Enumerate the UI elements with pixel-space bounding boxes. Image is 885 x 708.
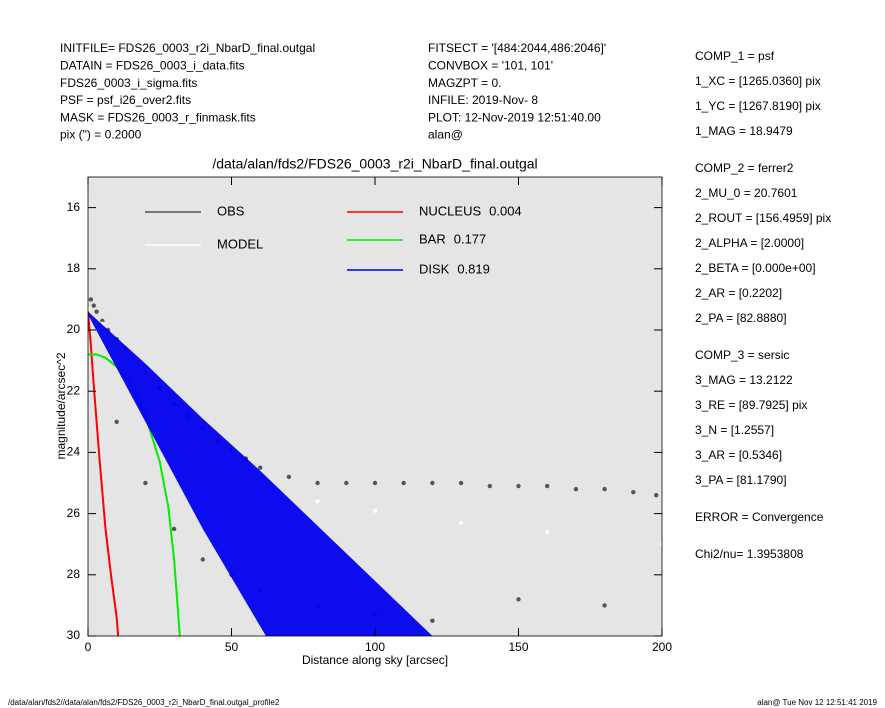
parameter-line: 2_ROUT = [156.4959] pix	[695, 211, 831, 225]
header-line: alan@	[428, 128, 463, 142]
footer-left: /data/alan/fds2//data/alan/fds2/FDS26_00…	[8, 698, 280, 707]
data-point	[143, 480, 148, 486]
data-point	[286, 474, 292, 480]
data-point	[458, 520, 464, 525]
y-tick-label: 18	[67, 261, 81, 275]
parameter-line: 2_PA = [82.8880]	[695, 311, 787, 325]
header-line: MAGZPT = 0.	[428, 76, 501, 90]
parameter-line: 2_ALPHA = [2.0000]	[695, 236, 804, 250]
header-line: CONVBOX = '101, 101'	[428, 58, 553, 72]
data-point	[659, 542, 662, 547]
y-tick-label: 28	[67, 567, 81, 581]
data-point	[114, 419, 119, 424]
y-tick-label: 24	[67, 445, 81, 459]
data-point	[516, 597, 521, 602]
parameter-line: 3_N = [1.2557]	[695, 423, 774, 437]
x-tick-label: 100	[365, 640, 385, 654]
data-point	[487, 483, 492, 489]
legend-label: BAR	[419, 231, 446, 246]
parameter-line: COMP_1 = psf	[695, 49, 775, 63]
data-point	[372, 480, 378, 486]
parameter-line: 1_XC = [1265.0360] pix	[695, 74, 821, 88]
data-point	[88, 297, 94, 302]
data-point	[545, 483, 550, 489]
parameter-line: COMP_3 = sersic	[695, 348, 789, 362]
legend-label: DISK	[419, 261, 450, 276]
parameter-line: 2_MU_0 = 20.7601	[695, 186, 798, 200]
legend-fraction: 0.177	[454, 231, 487, 246]
y-axis-label: magnitude/arcsec^2	[54, 352, 68, 459]
parameter-line: COMP_2 = ferrer2	[695, 161, 794, 175]
header: INITFILE= FDS26_0003_r2i_NbarD_final.out…	[60, 41, 831, 561]
header-line: DATAIN = FDS26_0003_i_data.fits	[60, 58, 245, 72]
parameter-line: 2_AR = [0.2202]	[695, 286, 782, 300]
data-point	[258, 465, 263, 470]
header-line: PSF = psf_i26_over2.fits	[60, 93, 191, 107]
data-point	[372, 508, 378, 513]
y-tick-label: 20	[67, 322, 81, 336]
data-point	[200, 557, 205, 562]
header-line: MASK = FDS26_0003_r_finmask.fits	[60, 110, 256, 124]
data-point	[516, 483, 521, 489]
data-point	[654, 493, 659, 498]
component-band	[88, 311, 433, 636]
data-point	[430, 618, 435, 623]
header-line: INITFILE= FDS26_0003_r2i_NbarD_final.out…	[60, 41, 315, 55]
parameter-line: Chi2/nu= 1.3953808	[695, 547, 804, 561]
footer-right: alan@ Tue Nov 12 12:51:41 2019	[757, 698, 877, 707]
data-point	[545, 529, 550, 535]
chart-title: /data/alan/fds2/FDS26_0003_r2i_NbarD_fin…	[212, 156, 537, 172]
y-tick-label: 16	[67, 200, 81, 214]
header-line: pix (") = 0.2000	[60, 128, 142, 142]
data-point	[344, 480, 349, 486]
y-tick-label: 22	[67, 383, 81, 397]
parameter-line: ERROR = Convergence	[695, 510, 824, 524]
data-point	[602, 486, 607, 492]
parameter-line: 3_AR = [0.5346]	[695, 448, 782, 462]
x-tick-label: 150	[508, 640, 528, 654]
data-point	[602, 603, 607, 608]
parameter-line: 1_YC = [1267.8190] pix	[695, 99, 821, 113]
data-point	[573, 486, 579, 492]
x-axis-label: Distance along sky [arcsec]	[302, 653, 448, 667]
legend: OBS MODEL NUCLEUS 0.004 BAR 0.177 DISK 0.819	[145, 203, 522, 276]
parameter-line: 2_BETA = [0.000e+00]	[695, 261, 816, 275]
header-line: FDS26_0003_i_sigma.fits	[60, 76, 197, 90]
header-line: INFILE: 2019-Nov- 8	[428, 93, 538, 107]
data-point	[631, 489, 636, 495]
component-line	[88, 311, 120, 636]
plot	[88, 297, 662, 636]
legend-fraction: 0.819	[457, 261, 490, 276]
axes: 0 50 100 150 200 16 18 20 22 24 26 28 30	[67, 177, 672, 654]
data-point	[315, 499, 320, 504]
x-tick-label: 0	[85, 640, 92, 654]
data-point	[401, 480, 406, 486]
legend-label: NUCLEUS	[419, 203, 481, 218]
data-point	[430, 480, 435, 486]
legend-label: OBS	[217, 203, 245, 218]
x-tick-label: 50	[225, 640, 239, 654]
data-point	[88, 306, 91, 311]
data-point	[94, 309, 99, 314]
data-point	[171, 526, 177, 532]
parameter-line: 3_PA = [81.1790]	[695, 473, 787, 487]
data-point	[100, 318, 105, 324]
parameter-line: 1_MAG = 18.9479	[695, 124, 793, 138]
y-tick-label: 30	[67, 628, 81, 642]
data-point	[458, 480, 464, 486]
legend-label: MODEL	[217, 236, 263, 251]
parameter-line: 3_MAG = 13.2122	[695, 373, 793, 387]
legend-fraction: 0.004	[489, 203, 522, 218]
y-tick-label: 26	[67, 506, 81, 520]
data-point	[91, 303, 96, 308]
parameter-line: 3_RE = [89.7925] pix	[695, 398, 807, 412]
header-line: PLOT: 12-Nov-2019 12:51:40.00	[428, 110, 601, 124]
x-tick-label: 200	[652, 640, 672, 654]
header-line: FITSECT = '[484:2044,486:2046]'	[428, 41, 606, 55]
data-point	[315, 480, 320, 486]
